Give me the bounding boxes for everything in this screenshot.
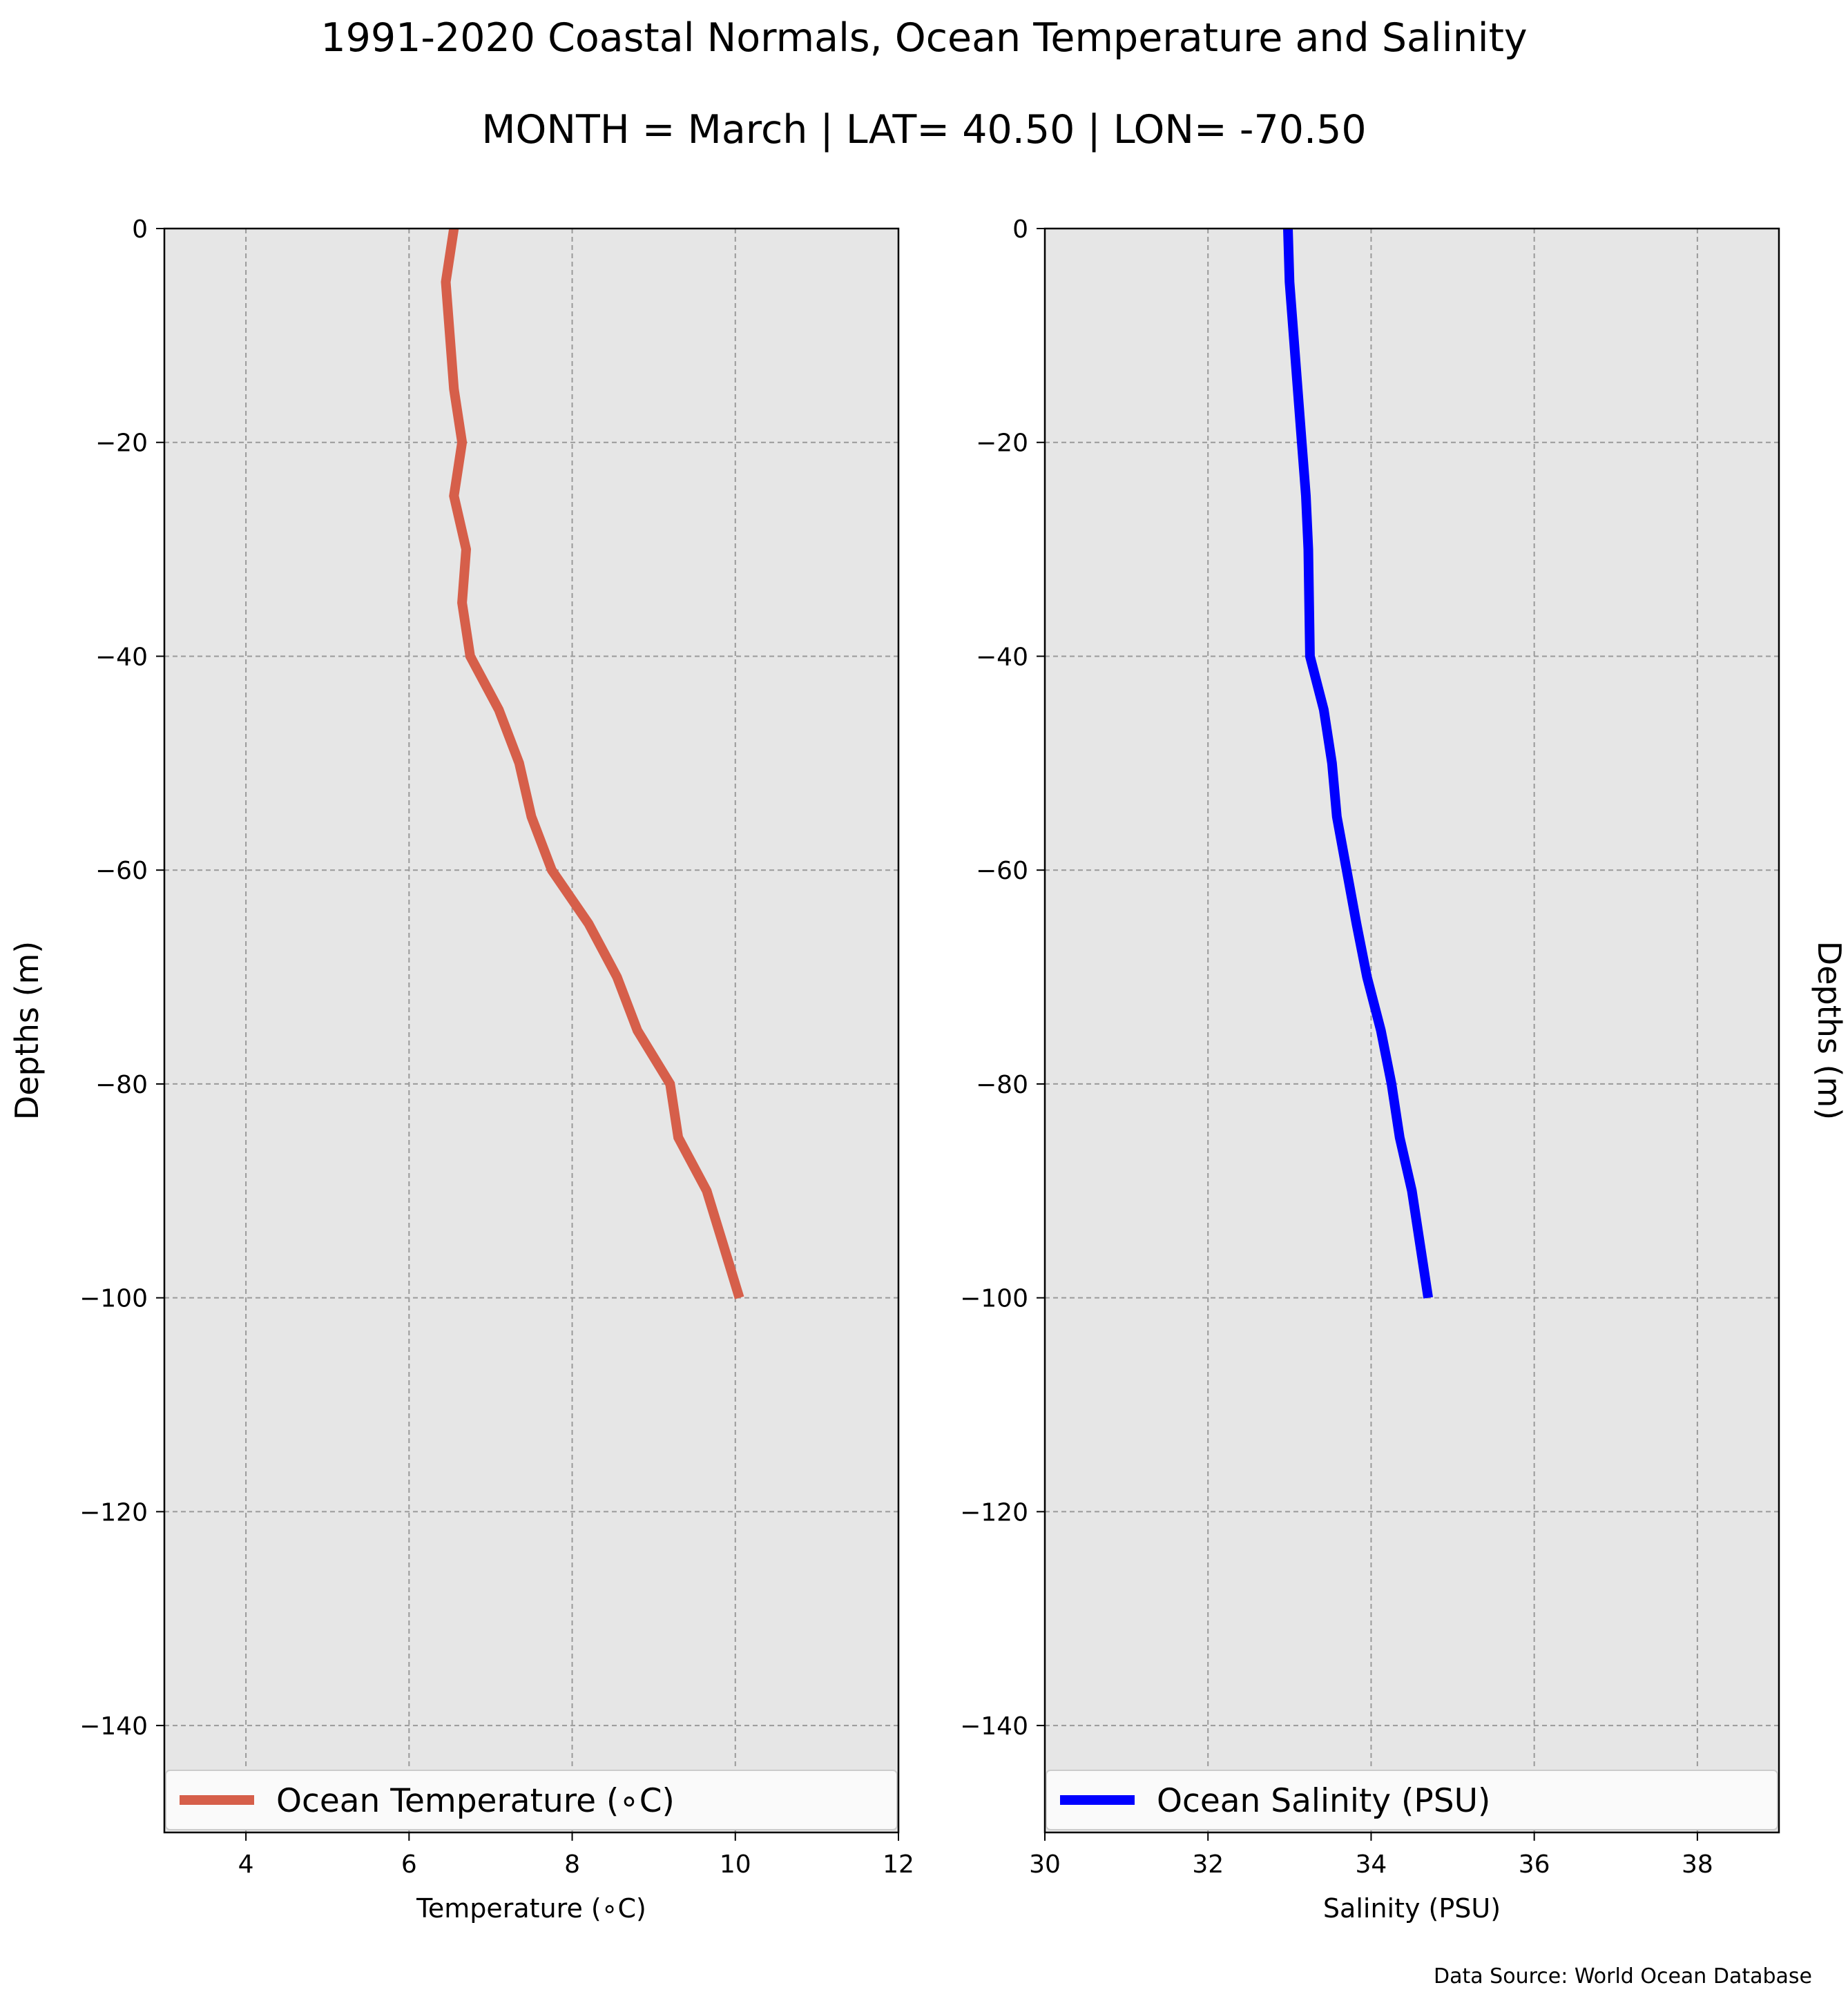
temperature-legend-box: [165, 1770, 898, 1830]
temperature-ytick-label: −100: [79, 1285, 148, 1313]
salinity-ytick-label: −60: [976, 857, 1028, 885]
temperature-ytick-label: −60: [95, 857, 148, 885]
chart-title: 1991-2020 Coastal Normals, Ocean Tempera…: [320, 15, 1528, 61]
temperature-plot-area: [164, 229, 898, 1832]
chart-subtitle: MONTH = March | LAT= 40.50 | LON= -70.50: [481, 107, 1367, 153]
salinity-xtick-label: 38: [1682, 1850, 1713, 1879]
data-source-note: Data Source: World Ocean Database: [1434, 1964, 1812, 1989]
salinity-series-line: [1283, 228, 1434, 1299]
salinity-ytick-label: −140: [960, 1712, 1028, 1741]
temperature-ytick-label: −120: [79, 1498, 148, 1527]
salinity-x-axis-label: Salinity (PSU): [1323, 1893, 1501, 1924]
temperature-y-axis-label: Depths (m): [8, 941, 46, 1120]
salinity-legend-box: [1046, 1770, 1778, 1830]
temperature-ytick-label: 0: [132, 215, 148, 244]
temperature-xtick-label: 12: [883, 1850, 914, 1879]
temperature-xtick-label: 6: [401, 1850, 417, 1879]
salinity-xtick-label: 30: [1029, 1850, 1061, 1879]
salinity-xtick-label: 32: [1192, 1850, 1224, 1879]
temperature-xtick-label: 4: [238, 1850, 254, 1879]
temperature-ytick-label: −80: [95, 1071, 148, 1099]
salinity-ytick-label: −80: [976, 1071, 1028, 1099]
salinity-ytick-label: −100: [960, 1285, 1028, 1313]
temperature-ytick-label: −40: [95, 643, 148, 671]
temperature-series-line: [441, 227, 744, 1299]
salinity-legend-label: Ocean Salinity (PSU): [1157, 1782, 1490, 1820]
temperature-axes-frame: [163, 227, 900, 1834]
salinity-plot-area: [1045, 229, 1779, 1832]
temperature-x-axis-label: Temperature (∘C): [416, 1893, 646, 1924]
salinity-panel: 0 −20 −40 −60 −80 −100 −120 −140 30 32 34 36 38 Ocean…: [960, 215, 1848, 1924]
temperature-xtick-label: 10: [720, 1850, 751, 1879]
temperature-xtick-label: 8: [564, 1850, 580, 1879]
temperature-legend-label: Ocean Temperature (∘C): [276, 1782, 675, 1820]
salinity-xtick-label: 36: [1519, 1850, 1550, 1879]
salinity-y-axis-label: Depths (m): [1811, 941, 1848, 1120]
temperature-ytick-label: −140: [79, 1712, 148, 1741]
salinity-ytick-label: −120: [960, 1498, 1028, 1527]
salinity-ytick-label: −20: [976, 429, 1028, 458]
temperature-panel: 0 −20 −40 −60 −80 −100 −120 −140 4 6 8 10 12 Ocean Te…: [8, 215, 914, 1924]
temperature-ytick-label: −20: [95, 429, 148, 458]
salinity-ytick-label: −40: [976, 643, 1028, 671]
salinity-xtick-label: 34: [1356, 1850, 1387, 1879]
salinity-axes-frame: [1043, 227, 1780, 1834]
salinity-ytick-label: 0: [1012, 215, 1028, 244]
